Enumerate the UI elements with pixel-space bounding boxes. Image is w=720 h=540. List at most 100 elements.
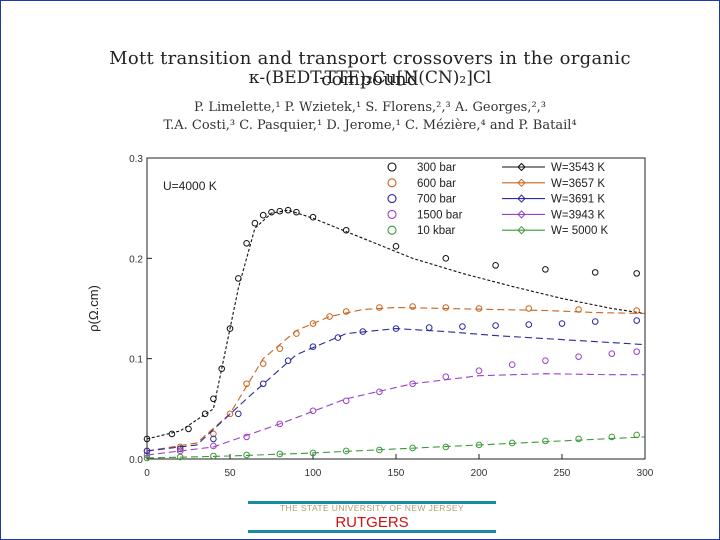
legend-label: 300 bar bbox=[417, 162, 456, 174]
fit-line-3 bbox=[146, 373, 645, 456]
data-point bbox=[442, 373, 450, 381]
data-point bbox=[243, 433, 250, 441]
legend-label: 1500 bar bbox=[417, 209, 463, 221]
data-point bbox=[542, 266, 549, 273]
data-point bbox=[235, 275, 242, 282]
data-point bbox=[276, 450, 284, 458]
data-point bbox=[392, 325, 400, 332]
data-point bbox=[633, 270, 641, 277]
legend-label: 700 bar bbox=[417, 194, 456, 206]
data-point bbox=[143, 435, 151, 443]
data-point bbox=[210, 435, 217, 443]
y-tick-label: 0.2 bbox=[129, 254, 143, 265]
data-point bbox=[542, 437, 549, 445]
data-point bbox=[309, 213, 317, 221]
legend-marker bbox=[387, 225, 397, 235]
data-point bbox=[342, 397, 350, 405]
data-point bbox=[525, 305, 533, 312]
data-point bbox=[633, 317, 641, 324]
data-point bbox=[185, 425, 192, 433]
data-point bbox=[342, 226, 350, 234]
data-point bbox=[326, 313, 333, 320]
fit-line-0 bbox=[146, 209, 646, 440]
data-point bbox=[276, 420, 284, 428]
legend-fit-label: W=3943 K bbox=[551, 209, 605, 221]
data-point bbox=[633, 348, 641, 355]
data-point bbox=[409, 303, 416, 310]
x-tick-label: 250 bbox=[554, 468, 571, 479]
annotation-label: U=4000 K bbox=[163, 179, 217, 193]
data-point bbox=[608, 433, 616, 441]
y-tick-label: 0.1 bbox=[129, 355, 143, 366]
fit-line-4 bbox=[146, 436, 646, 459]
data-point bbox=[309, 343, 317, 350]
data-point bbox=[575, 353, 582, 360]
fit-line-1 bbox=[146, 306, 646, 452]
data-point bbox=[492, 262, 499, 269]
data-point bbox=[633, 307, 641, 314]
data-point bbox=[459, 323, 466, 330]
data-point bbox=[176, 453, 184, 461]
legend-fit-label: W=3691 K bbox=[551, 194, 605, 206]
data-point bbox=[575, 435, 582, 443]
data-point bbox=[492, 322, 499, 329]
legend-marker bbox=[387, 162, 397, 172]
x-tick-label: 100 bbox=[305, 468, 322, 479]
data-point bbox=[309, 320, 317, 327]
data-point bbox=[143, 454, 151, 462]
data-point bbox=[243, 380, 250, 388]
legend-fit-label: W=3543 K bbox=[551, 162, 605, 174]
legend-fit-marker bbox=[517, 194, 526, 203]
fit-line-2 bbox=[146, 328, 646, 452]
legend-fit-label: W=3657 K bbox=[551, 178, 605, 190]
data-point bbox=[259, 380, 267, 388]
data-point bbox=[525, 321, 533, 328]
data-point bbox=[284, 357, 292, 364]
university-label: THE STATE UNIVERSITY OF NEW JERSEY bbox=[279, 503, 465, 513]
data-point bbox=[359, 328, 367, 335]
data-point bbox=[508, 439, 516, 447]
data-point bbox=[558, 320, 566, 327]
data-point bbox=[143, 447, 151, 455]
data-point bbox=[251, 219, 259, 227]
data-point bbox=[309, 407, 317, 415]
legend-fit-marker bbox=[517, 225, 526, 235]
footer-rule-top bbox=[248, 501, 496, 504]
data-point bbox=[376, 388, 383, 396]
data-point bbox=[293, 330, 300, 337]
slide-title: Mott transition and transport crossovers… bbox=[109, 48, 631, 90]
data-point bbox=[293, 208, 300, 216]
data-point bbox=[376, 446, 383, 454]
data-point bbox=[276, 207, 284, 215]
data-point bbox=[176, 445, 184, 453]
data-point bbox=[284, 206, 292, 214]
data-point bbox=[276, 345, 284, 352]
data-point bbox=[392, 242, 400, 250]
legend-fit-marker bbox=[517, 162, 526, 172]
data-point bbox=[475, 367, 483, 375]
data-point bbox=[210, 452, 217, 460]
x-tick-label: 300 bbox=[637, 468, 654, 479]
data-point bbox=[210, 430, 217, 438]
rutgers-logo: RUTGERS bbox=[335, 514, 409, 531]
data-point bbox=[342, 308, 350, 315]
x-tick-label: 200 bbox=[471, 468, 488, 479]
data-point bbox=[259, 211, 267, 219]
data-point bbox=[409, 444, 416, 452]
data-point bbox=[168, 430, 176, 438]
legend-marker bbox=[387, 194, 397, 204]
authors-line-1: P. Limelette,¹ P. Wzietek,¹ S. Florens,²… bbox=[194, 100, 546, 115]
data-point bbox=[218, 365, 225, 373]
data-point bbox=[542, 357, 549, 364]
data-point bbox=[342, 447, 350, 455]
data-point bbox=[201, 410, 209, 418]
legend-label: 10 kbar bbox=[417, 225, 456, 237]
data-point bbox=[575, 306, 582, 313]
y-tick-label: 0.3 bbox=[129, 154, 143, 165]
legend-fit-marker bbox=[517, 178, 526, 188]
data-point bbox=[309, 449, 317, 457]
legend-marker bbox=[387, 209, 397, 219]
x-tick-label: 150 bbox=[388, 468, 405, 479]
data-point bbox=[243, 451, 250, 459]
